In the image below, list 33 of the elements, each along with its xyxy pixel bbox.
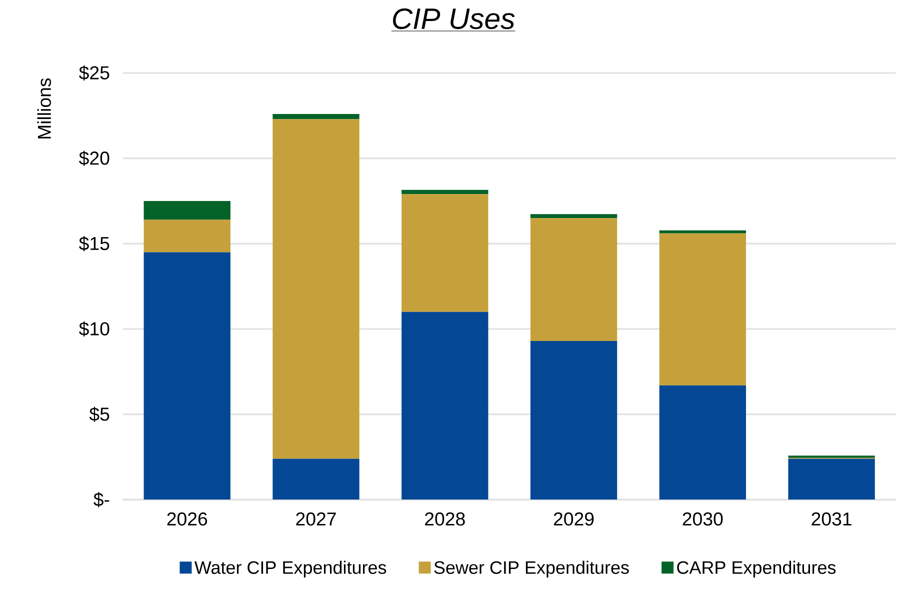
bar (530, 218, 618, 341)
bar (659, 385, 746, 500)
y-tick-label: $15 (79, 236, 110, 252)
bar (659, 233, 746, 386)
y-tick-label: $5 (89, 406, 110, 422)
bar (272, 119, 360, 459)
chart-title: CIP Uses (393, 8, 515, 30)
bar (402, 312, 488, 500)
x-tick-label: 2026 (167, 512, 208, 526)
bar (402, 194, 488, 312)
bar (530, 214, 618, 218)
bar (402, 190, 488, 194)
bar (144, 220, 230, 252)
legend-label: Sewer CIP Expenditures (434, 560, 629, 578)
y-tick-label: $- (94, 492, 110, 508)
x-tick-label: 2029 (554, 512, 594, 526)
y-tick-label: $10 (79, 321, 110, 337)
legend-label: Water CIP Expenditures (194, 560, 386, 578)
bar (530, 340, 618, 500)
bar (144, 201, 230, 220)
bar (272, 114, 360, 120)
y-tick-label: $25 (79, 65, 110, 81)
x-tick-label: 2028 (425, 512, 465, 526)
bar (659, 230, 746, 234)
bar (144, 252, 230, 500)
y-tick-label: $20 (79, 150, 110, 166)
x-tick-label: 2030 (682, 512, 723, 526)
legend-label: CARP Expenditures (677, 560, 836, 578)
x-tick-label: 2031 (812, 512, 852, 526)
bar (788, 458, 875, 500)
x-tick-label: 2027 (296, 512, 336, 526)
bar (272, 458, 360, 500)
y-axis-title: Millions (37, 78, 51, 138)
